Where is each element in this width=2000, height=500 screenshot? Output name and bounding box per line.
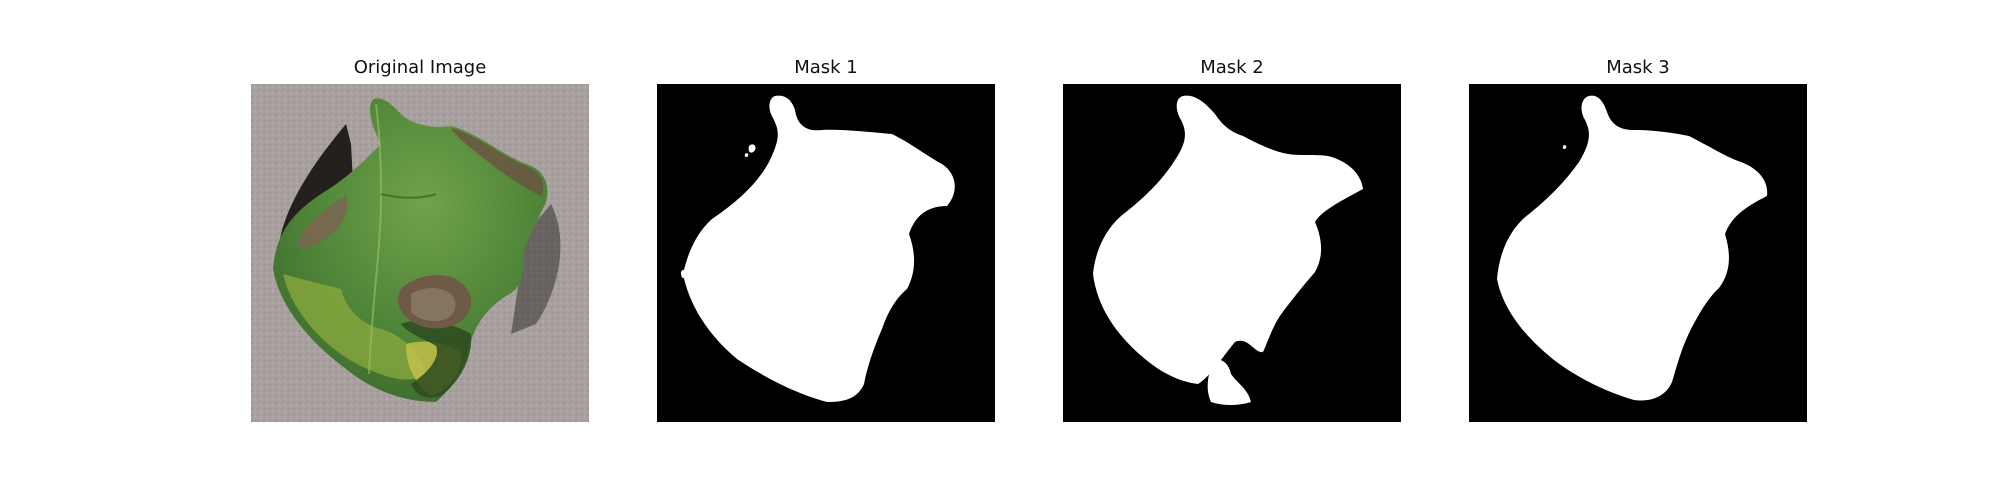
- mask-3-image: [1469, 84, 1807, 422]
- mask-2-image: [1063, 84, 1401, 422]
- panel-title: Mask 3: [1606, 57, 1670, 78]
- panel-title: Mask 1: [794, 57, 858, 78]
- panel-title: Mask 2: [1200, 57, 1264, 78]
- original-leaf-photo: [251, 84, 589, 422]
- panel-title: Original Image: [353, 57, 487, 78]
- mask-1-image: [657, 84, 995, 422]
